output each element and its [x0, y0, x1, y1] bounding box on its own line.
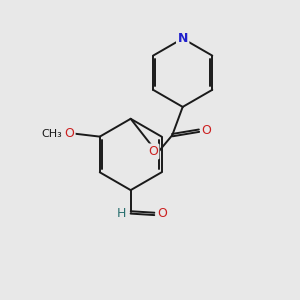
Text: H: H: [116, 207, 126, 220]
Text: O: O: [64, 127, 74, 140]
Text: O: O: [202, 124, 212, 137]
Text: CH₃: CH₃: [41, 129, 62, 139]
Text: N: N: [178, 32, 188, 45]
Text: O: O: [148, 145, 158, 158]
Text: O: O: [157, 207, 167, 220]
